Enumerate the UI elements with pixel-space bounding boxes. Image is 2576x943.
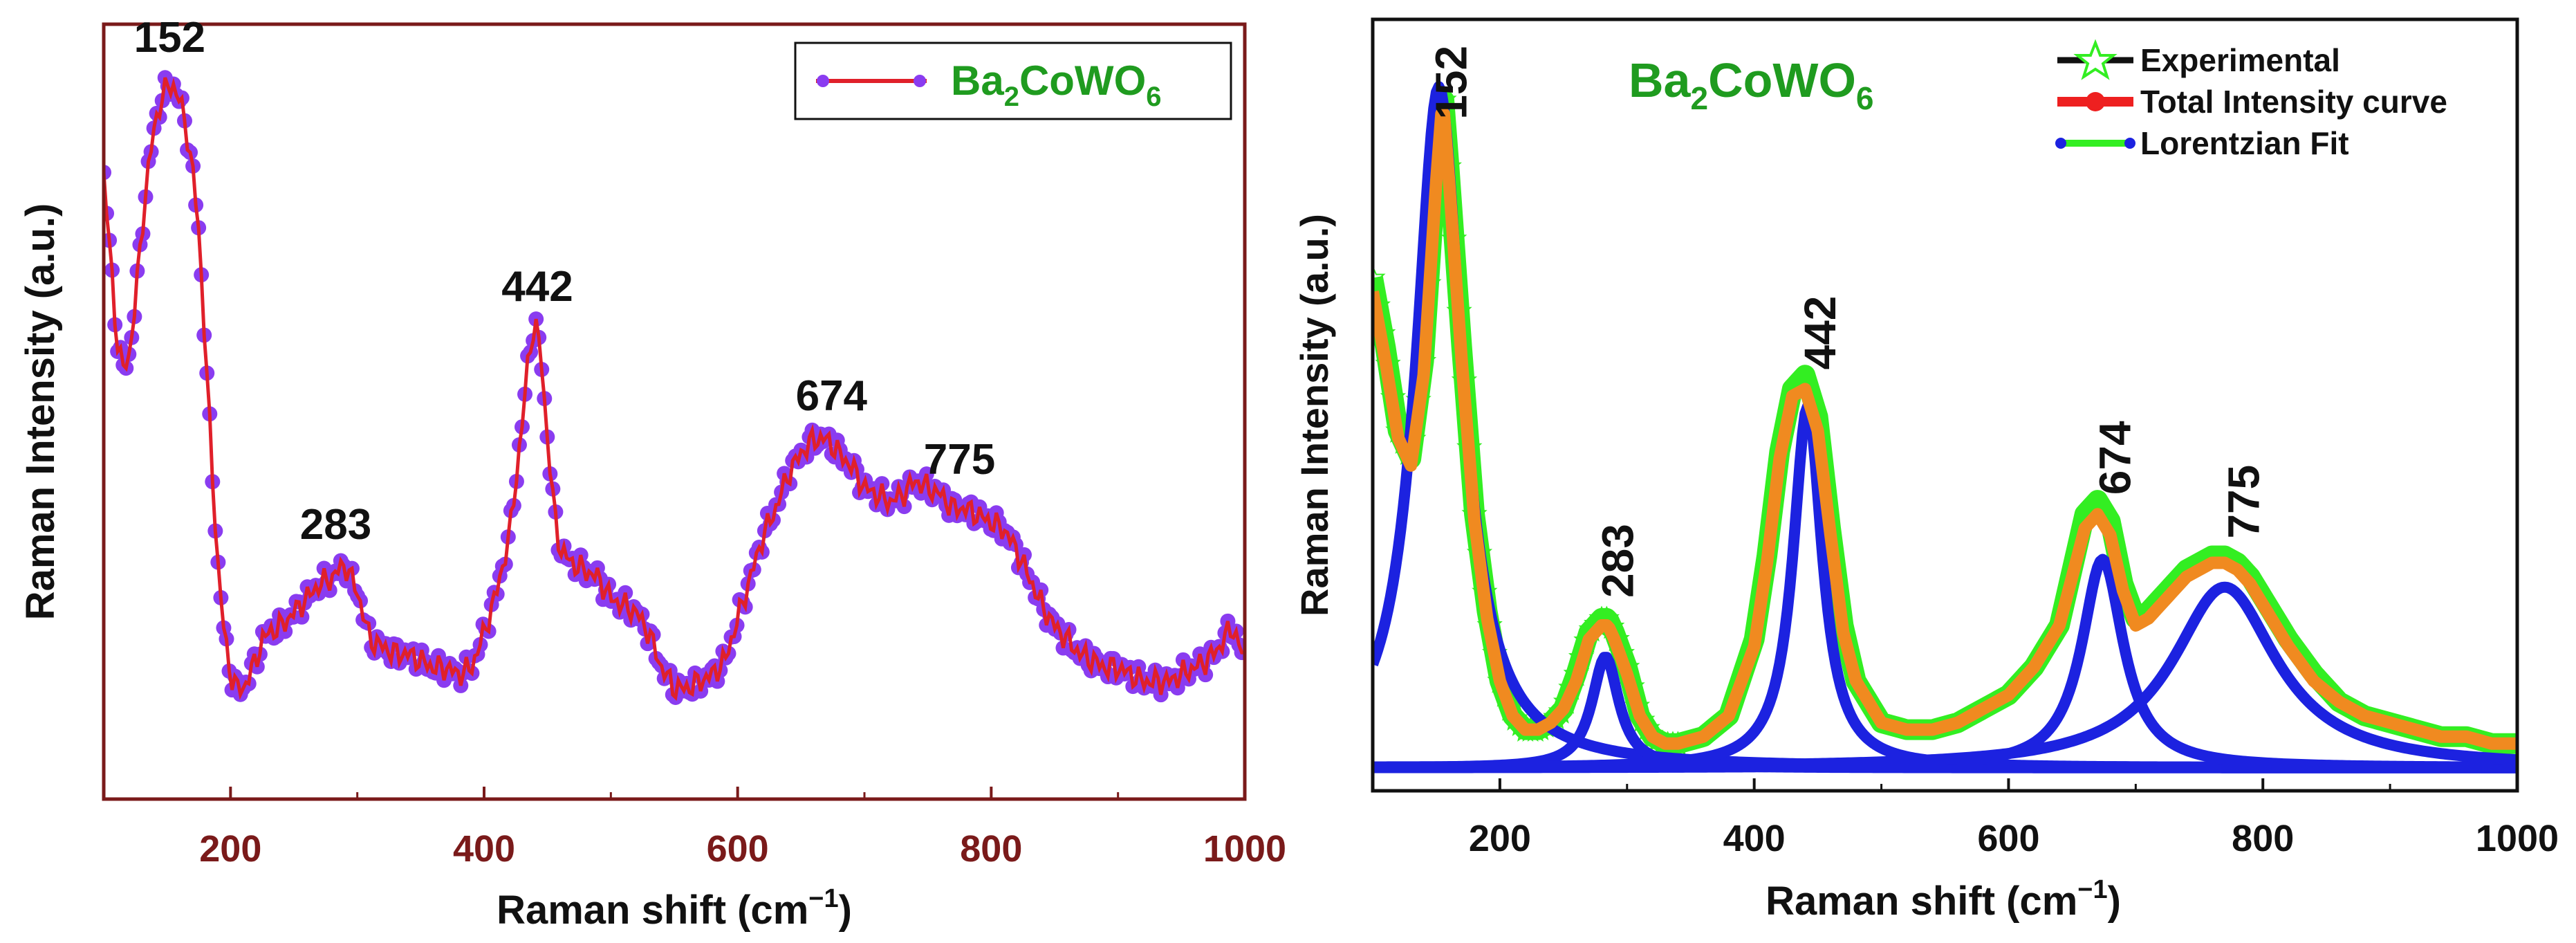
right-legend-marker [2124,138,2135,149]
right-legend: Experimental Total Intensity curve Loren… [2055,39,2447,161]
left-peak-label: 152 [134,14,205,62]
left-axes-frame [102,22,1247,801]
right-legend-marker [2055,138,2066,149]
right-legend-label: Total Intensity curve [2140,84,2447,120]
right-x-tick-label: 200 [1469,818,1531,859]
lorentzian-peak-curve [1373,581,2517,773]
right-legend-label: Lorentzian Fit [2140,125,2349,161]
left-x-tick-label: 1000 [1203,828,1286,870]
left-x-axis-label: Raman shift (cm−1) [497,884,852,933]
left-panel: 200 400 600 800 1000 Raman shift (cm−1) Rama… [18,14,1286,933]
right-chart-title: Ba2CoWO6 [1629,53,1874,116]
star-icon [1373,265,1386,290]
right-peak-labels: 152 283 442 674 775 [1427,46,2269,598]
experimental-series-line [1373,89,2517,754]
left-x-tick-label: 800 [960,828,1022,870]
left-x-tick-label: 400 [453,828,515,870]
right-legend-marker [2086,92,2105,111]
right-peak-label: 152 [1427,46,1476,120]
right-legend-experimental: Experimental [2057,39,2340,80]
right-peak-label: 775 [2218,465,2268,539]
left-peak-label: 674 [796,372,868,420]
right-x-ticks: 200 400 600 800 1000 [1469,778,2559,859]
right-x-tick-label: 1000 [2476,818,2559,859]
right-plot-area [1373,81,2517,773]
right-peak-label: 674 [2091,421,2140,495]
lorentzian-peak-curve [1373,81,2517,773]
right-x-tick-label: 600 [1977,818,2039,859]
right-x-axis-label: Raman shift (cm−1) [1766,875,2121,924]
right-panel: 200 400 600 800 1000 Raman shift (cm−1) Rama… [1292,17,2559,924]
right-legend-label: Experimental [2140,42,2340,78]
left-peak-label: 442 [501,263,573,311]
right-x-tick-label: 800 [2232,818,2294,859]
left-legend-marker [914,75,926,87]
lorentzian-components [1373,81,2517,773]
left-peak-labels: 152 283 442 674 775 [134,14,996,549]
left-legend-marker [817,75,829,87]
left-y-axis-label: Raman Intensity (a.u.) [18,203,63,621]
left-peak-label: 775 [924,436,995,484]
right-y-axis-label: Raman Intensity (a.u.) [1292,214,1336,616]
left-series-markers [104,70,1245,706]
left-x-tick-label: 200 [199,828,261,870]
left-x-tick-label: 600 [707,828,769,870]
left-x-ticks: 200 400 600 800 1000 [199,787,1286,870]
left-legend: Ba2CoWO6 [794,42,1232,120]
right-peak-label: 283 [1593,524,1643,598]
left-plot-area [104,70,1245,706]
right-peak-label: 442 [1795,296,1845,370]
star-icon [2073,39,2118,80]
left-peak-label: 283 [300,501,371,549]
right-legend-total: Total Intensity curve [2057,84,2447,120]
right-x-tick-label: 400 [1723,818,1786,859]
left-series-line [104,77,1245,702]
right-legend-lorentzian: Lorentzian Fit [2055,125,2349,161]
total-intensity-series-line [1373,107,2517,750]
right-axes-frame [1371,17,2519,793]
left-legend-label: Ba2CoWO6 [951,57,1161,112]
